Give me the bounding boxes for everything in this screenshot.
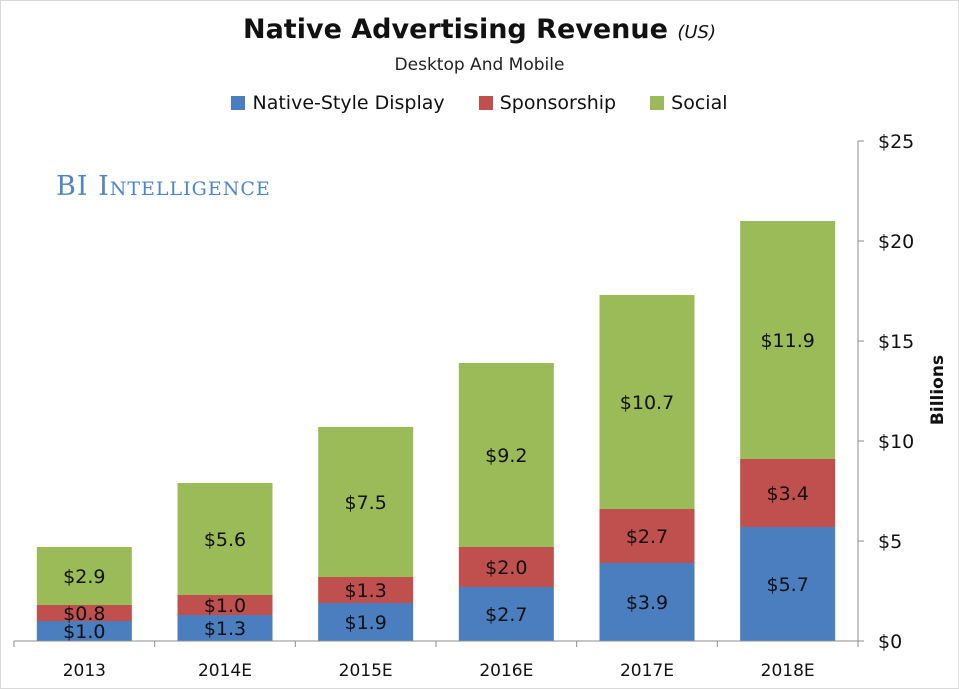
chart-title-unit: (US) [677,22,716,43]
bar-segment [36,605,132,621]
bar-segment [36,621,132,641]
bar-segment [318,427,414,577]
legend-label-social: Social [671,92,728,114]
data-label: $5.7 [767,574,809,596]
bar-segment [740,221,836,459]
data-label: $2.9 [63,566,105,588]
y-axis-title: Billions [928,355,948,425]
x-tick-label: 2014E [198,661,252,681]
data-label: $2.7 [485,604,527,626]
bar-segment [177,615,273,641]
legend-swatch-native-display [231,96,246,110]
y-tick-label: $0 [878,631,902,653]
y-tick-label: $15 [878,331,914,353]
y-tick-label: $5 [878,531,902,553]
bar-segment [36,547,132,605]
x-tick-label: 2013 [63,661,106,681]
legend-item-native-display: Native-Style Display [231,92,445,114]
bar-segment [318,577,414,603]
legend-item-sponsorship: Sponsorship [478,92,617,114]
legend: Native-Style Display Sponsorship Social [0,92,959,114]
data-label: $0.8 [63,603,105,625]
data-label: $1.0 [204,595,246,617]
bar-segment [177,595,273,615]
chart-title-text: Native Advertising Revenue [242,14,668,45]
bar-segment [458,363,554,547]
y-tick-label: $20 [878,231,914,253]
data-label: $2.0 [485,557,527,579]
data-label: $1.9 [345,612,387,634]
watermark-logo: BI Intelligence [56,171,271,202]
data-label: $11.9 [760,330,814,352]
legend-label-native-display: Native-Style Display [252,92,445,114]
data-label: $3.4 [767,483,809,505]
data-label: $7.5 [345,492,387,514]
data-label: $3.9 [626,592,668,614]
bar-segment [599,295,695,509]
legend-swatch-social [650,96,665,110]
data-label: $2.7 [626,526,668,548]
bar-segment [740,459,836,527]
bar-segment [458,547,554,587]
bar-segment [318,603,414,641]
x-tick-label: 2017E [620,661,674,681]
chart-subtitle: Desktop And Mobile [394,55,565,75]
y-tick-label: $10 [878,431,914,453]
legend-label-sponsorship: Sponsorship [499,92,617,114]
data-label: $9.2 [485,445,527,467]
data-label: $1.3 [345,580,387,602]
x-tick-label: 2016E [479,661,533,681]
x-tick-label: 2018E [761,661,815,681]
bar-segment [599,509,695,563]
legend-swatch-sponsorship [478,96,493,110]
bar-segment [458,587,554,641]
data-label: $5.6 [204,529,246,551]
legend-item-social: Social [650,92,728,114]
data-label: $10.7 [620,392,674,414]
bar-segment [740,527,836,641]
data-label: $1.0 [63,621,105,643]
bar-segment [177,483,273,595]
y-tick-label: $25 [878,131,914,153]
data-label: $1.3 [204,618,246,640]
chart-title: Native Advertising Revenue (US) [0,14,959,45]
x-tick-label: 2015E [339,661,393,681]
bar-segment [599,563,695,641]
